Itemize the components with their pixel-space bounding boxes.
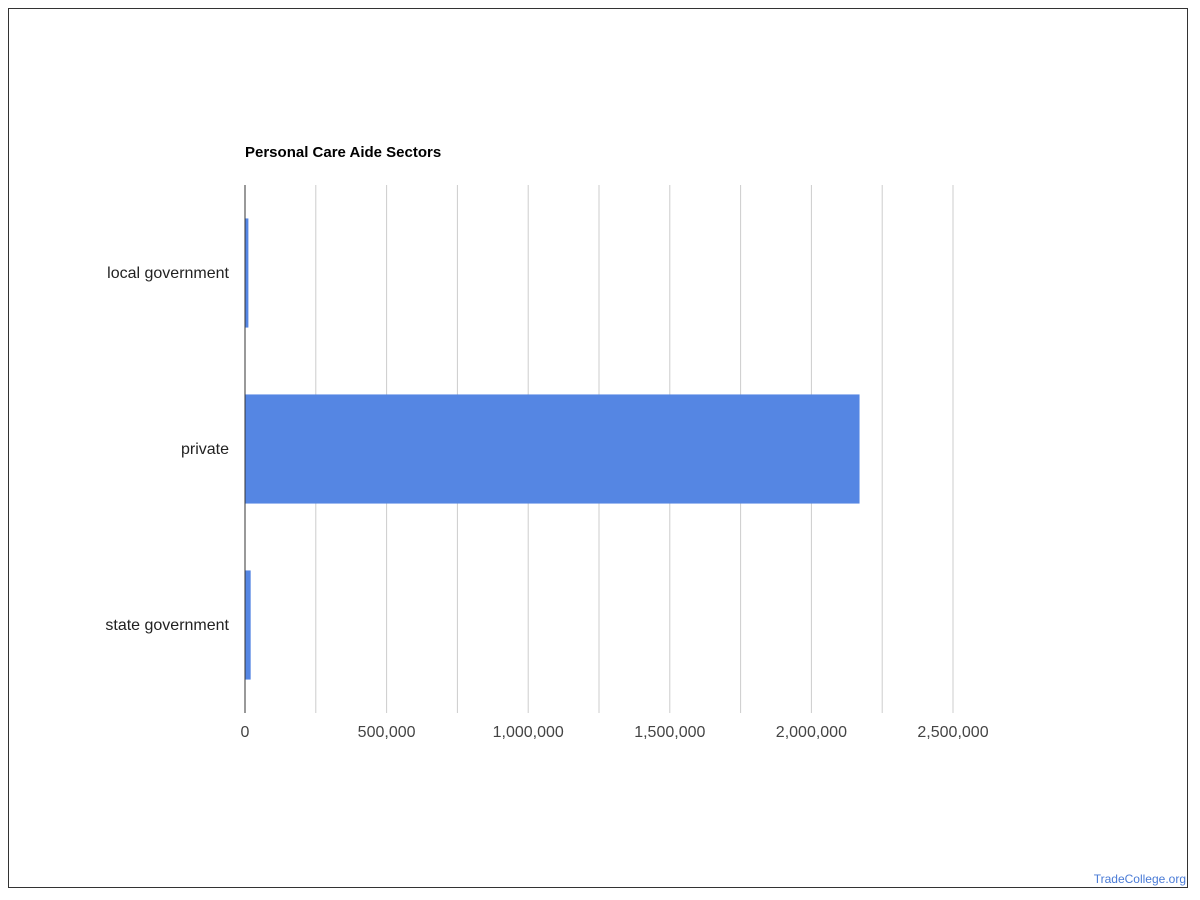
watermark-link[interactable]: TradeCollege.org bbox=[1093, 872, 1186, 886]
category-labels: local government private state government bbox=[105, 265, 229, 634]
x-tick-label: 500,000 bbox=[358, 724, 416, 741]
chart-title: Personal Care Aide Sectors bbox=[245, 144, 441, 161]
bar-private[interactable] bbox=[245, 394, 860, 504]
x-tick-label: 2,500,000 bbox=[917, 724, 988, 741]
x-tick-label: 1,000,000 bbox=[493, 724, 564, 741]
category-label: local government bbox=[107, 265, 229, 282]
category-label: private bbox=[181, 441, 229, 458]
category-label: state government bbox=[105, 617, 229, 634]
x-tick-label: 2,000,000 bbox=[776, 724, 847, 741]
bar-local-government[interactable] bbox=[245, 218, 249, 328]
gridlines bbox=[315, 185, 954, 713]
bars bbox=[245, 218, 860, 680]
x-tick-label: 0 bbox=[241, 724, 250, 741]
x-tick-labels: 0 500,000 1,000,000 1,500,000 2,000,000 2,500… bbox=[241, 724, 989, 741]
bar-state-government[interactable] bbox=[245, 570, 251, 680]
x-tick-label: 1,500,000 bbox=[634, 724, 705, 741]
